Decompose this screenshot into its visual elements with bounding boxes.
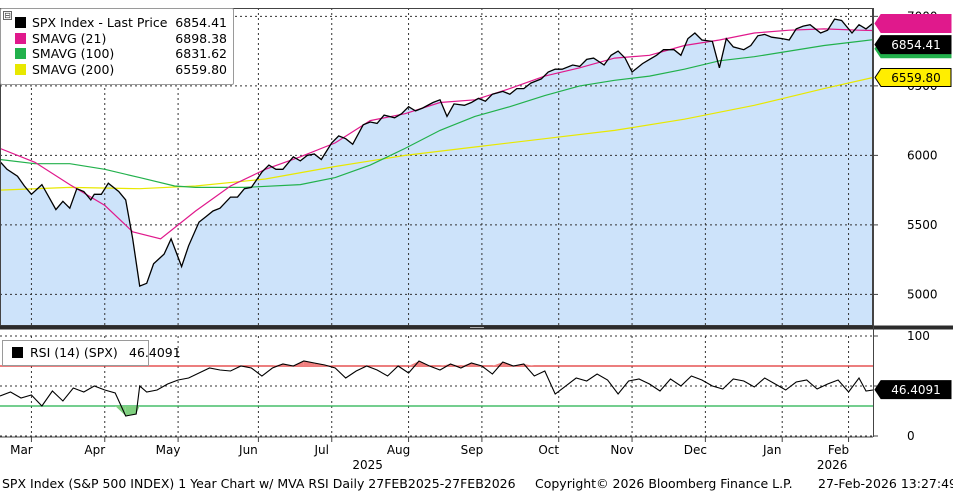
legend-row-sma200: SMAVG (200) 6559.80 <box>1 62 233 78</box>
legend-value-sma100: 6831.62 <box>175 46 227 61</box>
legend-swatch-price <box>15 17 26 28</box>
x-year-label: 2025 <box>352 458 383 472</box>
legend-row-sma100: SMAVG (100) 6831.62 <box>1 46 233 62</box>
x-month-label: May <box>156 443 181 457</box>
legend-swatch-sma100 <box>15 48 26 59</box>
copyright-text: Copyright© 2026 Bloomberg Finance L.P. <box>535 476 793 491</box>
legend-value-sma200: 6559.80 <box>175 61 227 77</box>
rsi-legend-label: RSI (14) (SPX) <box>30 345 118 360</box>
legend-value-sma21: 6898.38 <box>175 30 227 46</box>
x-month-label: Sep <box>461 443 484 457</box>
rsi-line <box>0 360 874 417</box>
rsi-oversold-fill <box>125 406 137 416</box>
rsi-last-tag: 46.4091 <box>891 383 941 397</box>
price-ytick-label: 6000 <box>907 148 938 162</box>
x-month-label: Jun <box>238 443 258 457</box>
legend-collapse-icon[interactable]: ⊟ <box>3 11 12 20</box>
x-year-label: 2026 <box>817 458 848 472</box>
series-line-2 <box>0 39 874 188</box>
x-month-label: Dec <box>684 443 707 457</box>
x-month-label: Oct <box>538 443 559 457</box>
rsi-ytick-label: 0 <box>907 429 915 443</box>
sma200-tag: 6559.80 <box>891 71 941 85</box>
x-month-label: Nov <box>610 443 633 457</box>
sma200-tag-box <box>874 68 952 88</box>
rsi-last-tag-box <box>874 380 952 400</box>
legend-label-sma200: SMAVG (200) <box>32 61 115 77</box>
series-line-0 <box>0 18 874 288</box>
chart-description: SPX Index (S&P 500 INDEX) 1 Year Chart w… <box>2 476 516 491</box>
x-month-label: Aug <box>387 443 410 457</box>
price-legend: ⊟ SPX Index - Last Price 6854.41 SMAVG (… <box>0 8 234 85</box>
rsi-legend-swatch <box>12 347 23 358</box>
rsi-oversold-fill <box>115 406 126 416</box>
series-line-1 <box>0 28 874 240</box>
price-last-tag-box <box>874 35 952 55</box>
rsi-legend-value: 46.4091 <box>129 345 181 360</box>
price-last-tag: 6854.41 <box>891 38 941 52</box>
axes: 500055006000650070001005006854.416559.80… <box>0 8 953 472</box>
legend-label-price: SPX Index - Last Price <box>32 15 168 30</box>
sma21-tag-box <box>874 14 952 34</box>
price-ytick-label: 5500 <box>907 218 938 232</box>
legend-row-sma21: SMAVG (21) 6898.38 <box>1 31 233 47</box>
price-panel <box>0 8 874 325</box>
x-month-label: Apr <box>84 443 105 457</box>
x-month-label: Jan <box>762 443 782 457</box>
legend-row-price: SPX Index - Last Price 6854.41 <box>1 15 233 31</box>
legend-swatch-sma200 <box>15 63 26 75</box>
rsi-ytick-label: 100 <box>907 329 930 343</box>
timestamp-text: 27-Feb-2026 13:27:49 <box>818 476 953 491</box>
legend-label-sma100: SMAVG (100) <box>32 46 115 61</box>
rsi-overbought-fill <box>523 364 535 366</box>
legend-swatch-sma21 <box>15 32 26 44</box>
rsi-legend: RSI (14) (SPX) 46.4091 <box>2 340 181 366</box>
rsi-overbought-fill <box>303 361 315 366</box>
legend-label-sma21: SMAVG (21) <box>32 30 107 46</box>
x-month-label: Jul <box>313 443 328 457</box>
x-month-label: Mar <box>10 443 33 457</box>
series-line-3 <box>0 76 874 191</box>
legend-value-price: 6854.41 <box>175 15 227 30</box>
price-area-fill <box>0 19 873 325</box>
price-ytick-label: 5000 <box>907 287 938 301</box>
x-month-label: Feb <box>828 443 849 457</box>
